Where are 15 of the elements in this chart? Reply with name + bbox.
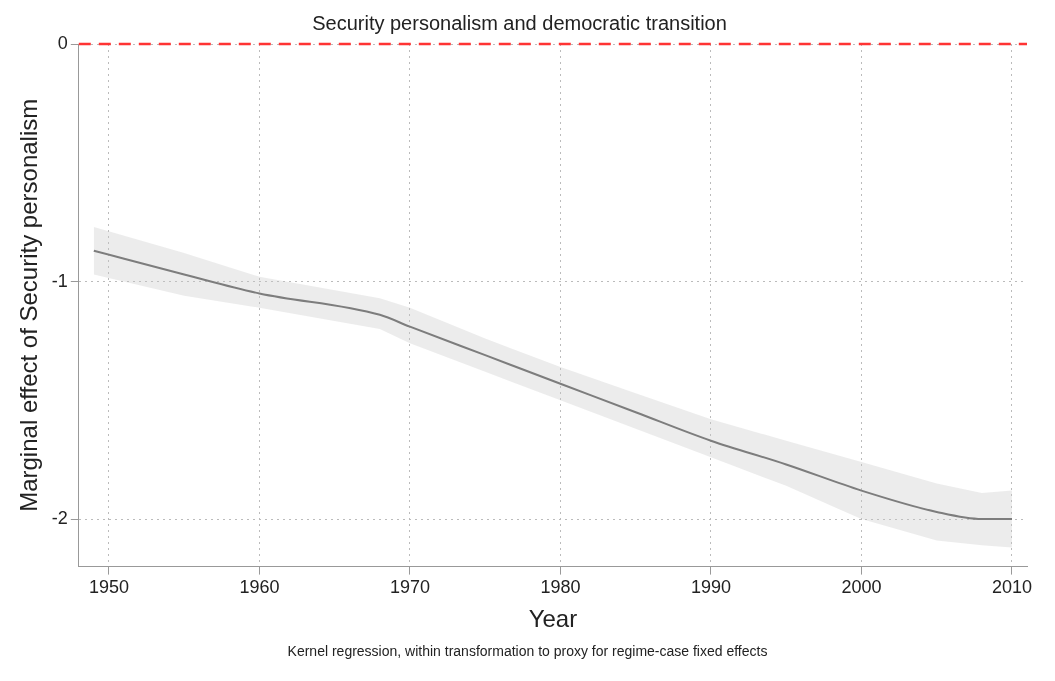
text: Kernel regression, within transformation to proxy for regime-case fixed effects xyxy=(286,643,769,659)
y-tick-label: 0 xyxy=(57,32,68,53)
y-axis-title: Marginal effect of Security personalism xyxy=(15,98,43,512)
x-tick-label: 1980 xyxy=(540,577,581,598)
chart-title: Security personalism and democratic transition xyxy=(312,11,727,34)
line-series xyxy=(92,249,1013,521)
y-tick-label: -1 xyxy=(51,270,68,291)
x-axis-title: Year xyxy=(528,605,578,633)
x-tick-label: 2010 xyxy=(991,577,1032,598)
x-tick-label: 1990 xyxy=(690,577,731,598)
x-tick-label: 1960 xyxy=(239,577,280,598)
x-tick-label: 1950 xyxy=(88,577,129,598)
x-tick-label: 1970 xyxy=(389,577,430,598)
x-tick-label: 2000 xyxy=(841,577,882,598)
y-tick-label: -2 xyxy=(51,508,68,529)
